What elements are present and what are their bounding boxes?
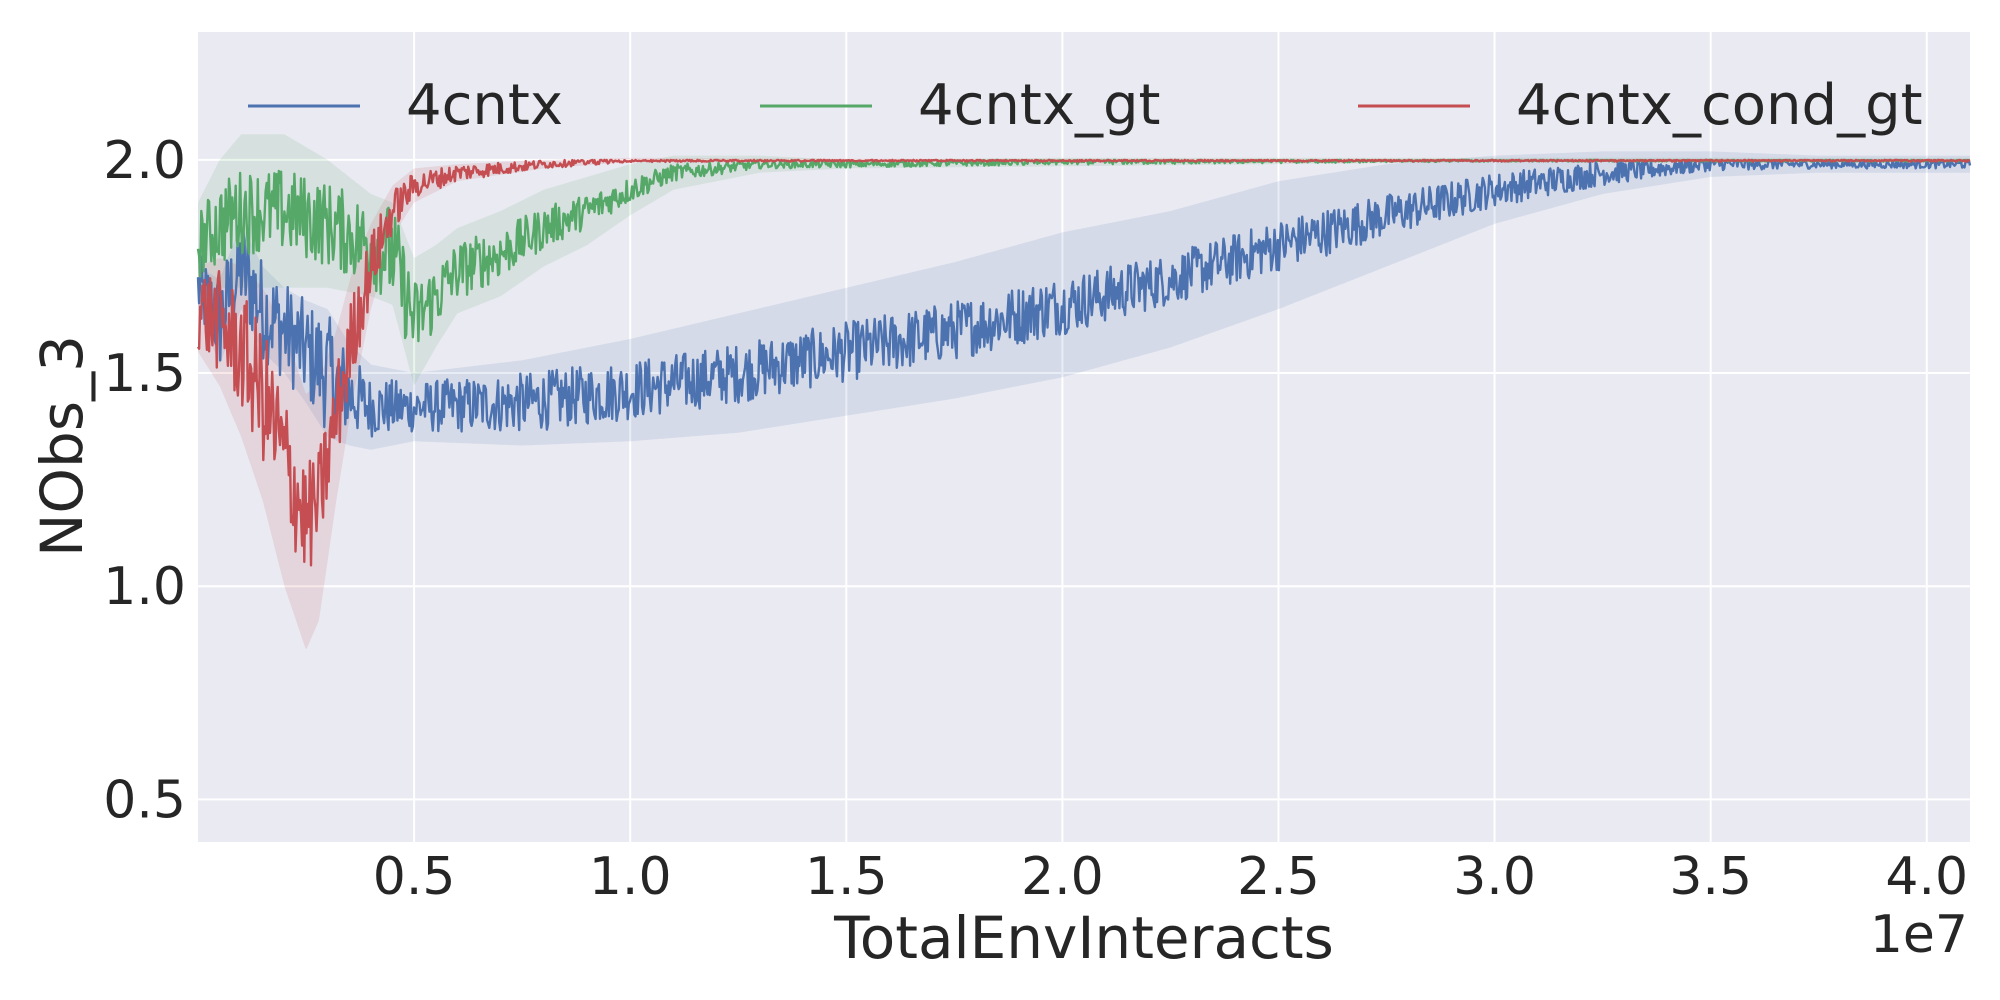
y-tick-label: 1.5 [103,344,186,404]
confidence-band [198,134,1970,386]
x-axis-ticks: 0.5 1.0 1.5 2.0 2.5 3.0 3.5 4.0 [373,847,1968,907]
x-axis-offset-label: 1e7 [1870,905,1968,965]
series-line [196,158,1972,438]
x-tick-label: 1.5 [805,847,888,907]
x-tick-label: 2.5 [1237,847,1320,907]
x-tick-label: 1.0 [589,847,672,907]
legend-label: 4cntx_gt [918,73,1161,138]
x-tick-label: 4.0 [1885,847,1968,907]
x-tick-label: 0.5 [373,847,456,907]
legend-label: 4cntx [406,73,563,138]
x-tick-label: 3.0 [1453,847,1536,907]
series-line [196,158,1971,567]
y-axis-ticks: 0.5 1.0 1.5 2.0 [103,131,186,830]
y-tick-label: 2.0 [103,131,186,191]
y-axis-label: NObs_3 [28,335,96,557]
y-tick-label: 1.0 [103,557,186,617]
x-tick-label: 3.5 [1669,847,1752,907]
x-axis-label: TotalEnvInteracts [833,904,1334,972]
series-lines [196,158,1972,567]
legend-label: 4cntx_cond_gt [1516,73,1923,138]
x-tick-label: 2.0 [1021,847,1104,907]
legend: 4cntx 4cntx_gt 4cntx_cond_gt [248,73,1923,138]
y-tick-label: 0.5 [103,770,186,830]
